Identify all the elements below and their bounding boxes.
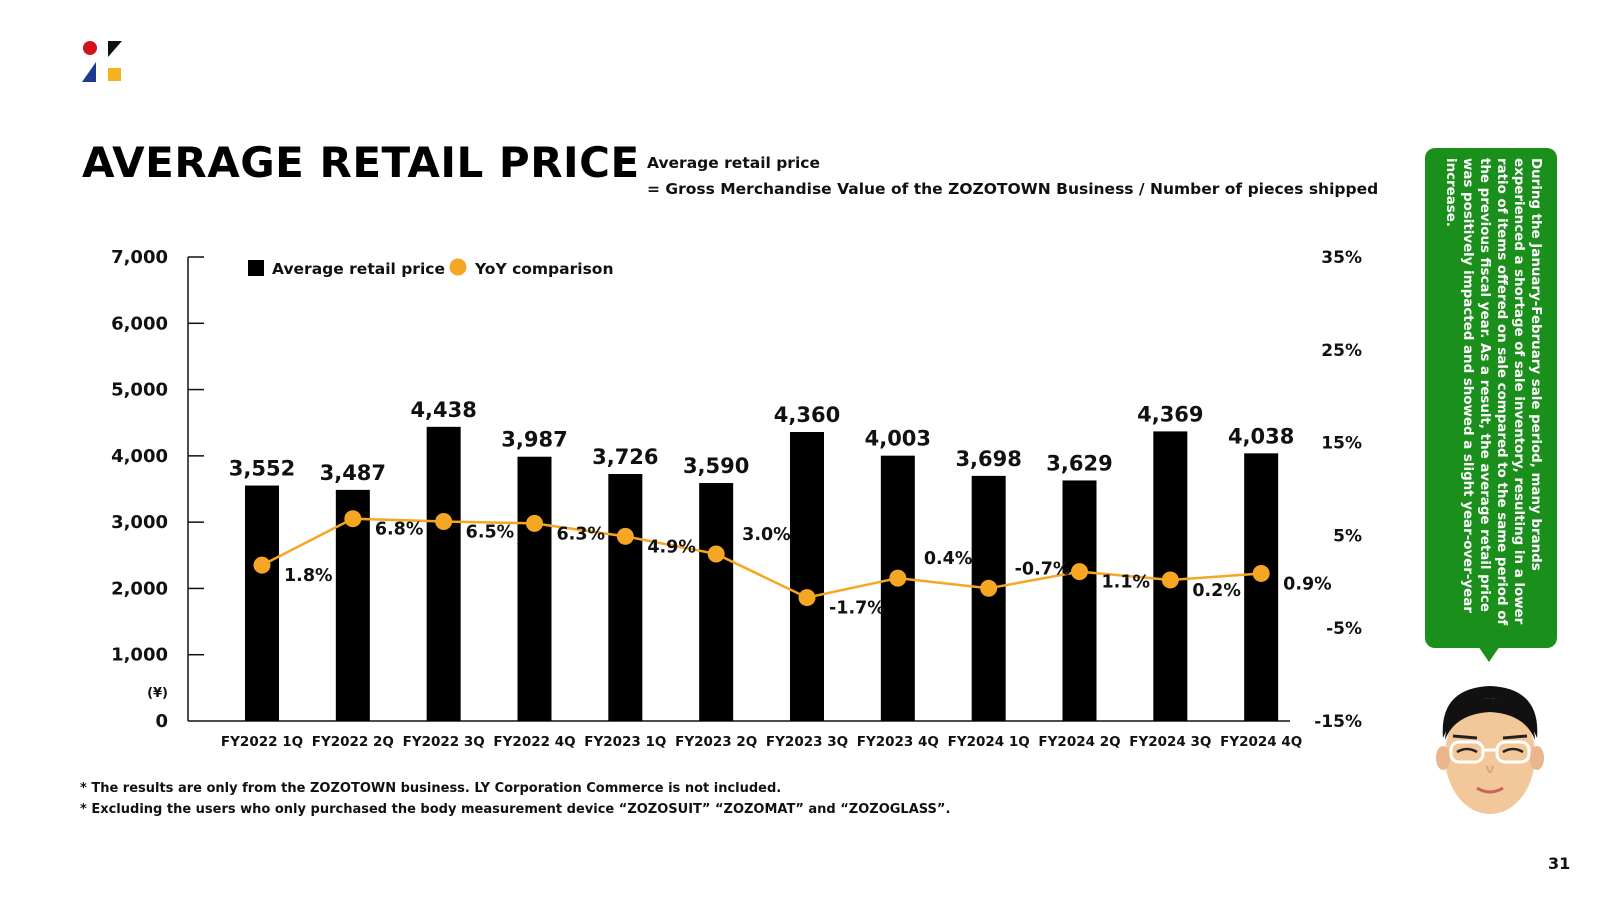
bar-value-label: 3,698 bbox=[955, 447, 1021, 471]
bar bbox=[790, 431, 824, 721]
bar-value-label: 4,038 bbox=[1228, 424, 1294, 448]
bar bbox=[245, 485, 279, 721]
x-tick-label: FY2024 2Q bbox=[1038, 734, 1120, 750]
x-tick-label: FY2024 3Q bbox=[1129, 734, 1211, 750]
y-tick-label-left: 7,000 bbox=[111, 247, 168, 268]
yoy-value-label: 6.5% bbox=[466, 522, 515, 542]
yoy-line bbox=[261, 517, 1262, 599]
x-tick-label: FY2023 4Q bbox=[857, 734, 939, 750]
footnotes: * The results are only from the ZOZOTOWN… bbox=[80, 778, 950, 820]
comment-bubble-tail bbox=[1478, 646, 1500, 662]
yoy-point bbox=[889, 569, 907, 587]
yoy-value-label: 0.9% bbox=[1283, 574, 1332, 594]
formula-line-1: Average retail price bbox=[647, 154, 820, 172]
comment-bubble bbox=[1425, 148, 1557, 648]
bar-value-label: 4,003 bbox=[865, 427, 931, 451]
y-tick-label-right: -5% bbox=[1326, 619, 1362, 639]
y-tick-label-right: 15% bbox=[1321, 434, 1362, 454]
bar bbox=[1244, 453, 1279, 721]
y-tick-label-left: 0 bbox=[155, 711, 168, 732]
y-tick-label-left: 1,000 bbox=[111, 645, 168, 666]
yoy-value-label: 1.1% bbox=[1102, 573, 1151, 593]
y-tick-label-left: 3,000 bbox=[111, 512, 168, 533]
bar bbox=[335, 489, 370, 721]
bar-value-label: 3,987 bbox=[501, 428, 567, 452]
presenter-avatar bbox=[1436, 686, 1544, 814]
bar-value-label: 3,590 bbox=[683, 454, 749, 478]
legend-bar-label: Average retail price bbox=[272, 260, 445, 278]
y-tick-label-left: 2,000 bbox=[111, 578, 168, 599]
x-tick-label: FY2024 4Q bbox=[1220, 734, 1302, 750]
y-tick-label-right: 25% bbox=[1321, 341, 1362, 361]
yoy-point bbox=[435, 512, 453, 530]
yoy-value-label: 0.4% bbox=[924, 549, 973, 569]
yoy-value-label: 6.3% bbox=[557, 524, 606, 544]
bar-value-label: 3,552 bbox=[229, 457, 295, 481]
yoy-point bbox=[980, 579, 998, 597]
legend-yoy-swatch bbox=[449, 258, 467, 276]
bar-value-label: 3,487 bbox=[320, 461, 386, 485]
x-tick-label: FY2022 2Q bbox=[312, 734, 394, 750]
x-tick-label: FY2022 3Q bbox=[403, 734, 485, 750]
comment-text: During the January-February sale period,… bbox=[1443, 158, 1543, 626]
bar bbox=[880, 455, 915, 721]
bar bbox=[699, 483, 734, 721]
bar bbox=[608, 474, 643, 721]
y-tick-label-left: 5,000 bbox=[111, 380, 168, 401]
footnote-1: * The results are only from the ZOZOTOWN… bbox=[80, 781, 782, 796]
bar-value-label: 3,726 bbox=[592, 445, 658, 469]
bar bbox=[517, 456, 552, 721]
company-logo bbox=[82, 41, 122, 82]
yoy-value-label: -0.7% bbox=[1015, 559, 1071, 579]
yoy-value-label: 0.2% bbox=[1192, 581, 1241, 601]
formula-definition: Average retail price = Gross Merchandise… bbox=[647, 150, 1378, 202]
yoy-point bbox=[1071, 563, 1088, 581]
yoy-point bbox=[344, 510, 362, 528]
y-tick-label-right: 35% bbox=[1321, 248, 1362, 268]
x-tick-label: FY2023 1Q bbox=[584, 734, 666, 750]
yoy-point bbox=[1161, 571, 1179, 589]
page-number: 31 bbox=[1548, 854, 1571, 873]
page-title: AVERAGE RETAIL PRICE bbox=[82, 138, 640, 187]
y-tick-label-right: 5% bbox=[1333, 526, 1362, 546]
y-tick-label-right: -15% bbox=[1314, 712, 1362, 732]
x-tick-label: FY2022 1Q bbox=[221, 734, 303, 750]
legend-yoy-label: YoY comparison bbox=[474, 260, 613, 278]
legend-bar-swatch bbox=[248, 260, 264, 276]
bar-value-label: 4,369 bbox=[1137, 402, 1203, 426]
y-tick-label-left: 4,000 bbox=[111, 446, 168, 467]
yoy-value-label: 1.8% bbox=[284, 566, 333, 586]
x-tick-label: FY2023 2Q bbox=[675, 734, 757, 750]
footnote-2: * Excluding the users who only purchased… bbox=[80, 802, 951, 817]
yoy-value-label: 4.9% bbox=[647, 537, 696, 557]
bar-value-label: 4,360 bbox=[774, 403, 840, 427]
yoy-value-label: -1.7% bbox=[829, 599, 885, 619]
yoy-value-label: 6.8% bbox=[375, 520, 424, 540]
yoy-point bbox=[707, 545, 725, 563]
x-tick-label: FY2022 4Q bbox=[493, 734, 575, 750]
yoy-point bbox=[526, 514, 543, 532]
y-axis-unit-label: (¥) bbox=[147, 686, 168, 701]
yoy-point bbox=[253, 556, 271, 574]
x-tick-label: FY2024 1Q bbox=[948, 734, 1030, 750]
yoy-point bbox=[1252, 564, 1270, 582]
bar bbox=[971, 475, 1006, 721]
bar bbox=[426, 426, 461, 721]
y-tick-label-left: 6,000 bbox=[111, 313, 168, 334]
formula-line-2: = Gross Merchandise Value of the ZOZOTOW… bbox=[647, 180, 1379, 198]
yoy-point bbox=[798, 589, 816, 607]
yoy-value-label: 3.0% bbox=[742, 525, 791, 545]
bar-value-label: 3,629 bbox=[1046, 451, 1112, 475]
x-tick-label: FY2023 3Q bbox=[766, 734, 848, 750]
bar-value-label: 4,438 bbox=[410, 398, 476, 422]
yoy-point bbox=[616, 527, 634, 545]
bar bbox=[1062, 480, 1097, 721]
